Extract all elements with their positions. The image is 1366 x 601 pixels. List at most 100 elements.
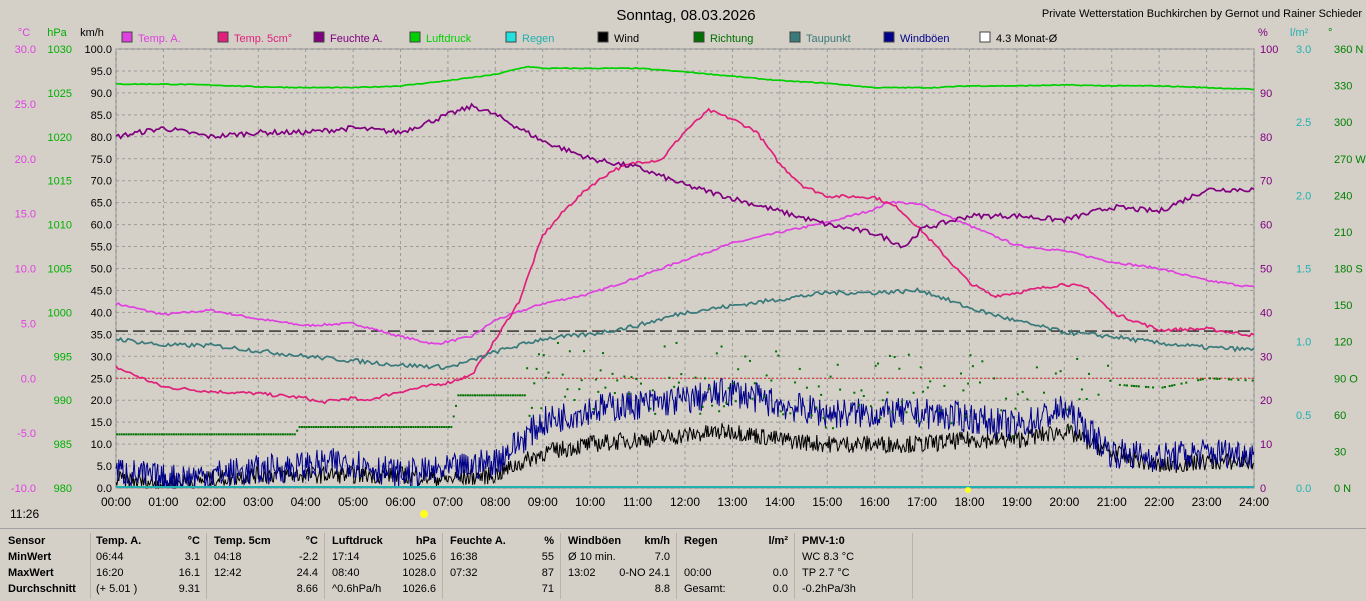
- richtung-point: [547, 371, 550, 374]
- stats-row: 07:32 87: [444, 565, 560, 581]
- richtung-point: [400, 426, 403, 429]
- richtung-point: [457, 394, 460, 397]
- richtung-point: [187, 433, 190, 436]
- series-line: [115, 107, 1255, 405]
- richtung-point: [969, 354, 972, 357]
- humidity-unit-label: %: [1258, 27, 1268, 39]
- richtung-point: [1163, 386, 1166, 389]
- richtung-point: [348, 426, 351, 429]
- richtung-point: [853, 391, 856, 394]
- stats-header-unit: °C: [187, 535, 200, 547]
- humidity-tick-label: 60: [1260, 220, 1272, 232]
- richtung-point: [1244, 379, 1247, 382]
- richtung-point: [675, 341, 678, 344]
- series-windb-en: [115, 378, 1255, 489]
- richtung-point: [409, 426, 412, 429]
- richtung-point: [315, 426, 318, 429]
- richtung-point: [127, 433, 130, 436]
- richtung-point: [967, 382, 970, 385]
- pressure-tick-label: 1010: [48, 220, 72, 232]
- richtung-point: [831, 427, 834, 430]
- stats-row: 00:00 0.0: [678, 565, 794, 581]
- richtung-point: [421, 426, 424, 429]
- legend-swatch: [409, 31, 421, 43]
- richtung-point: [1208, 377, 1211, 380]
- stats-time: MaxWert: [8, 567, 54, 579]
- temp-tick-label: 25.0: [15, 99, 36, 111]
- richtung-point: [196, 433, 199, 436]
- richtung-point: [616, 379, 619, 382]
- stats-time: 07:32: [450, 567, 478, 579]
- humidity-tick-label: 30: [1260, 351, 1272, 363]
- richtung-point: [824, 426, 827, 429]
- sunrise-icon: [420, 510, 428, 518]
- x-tick-label: 21:00: [1097, 495, 1127, 509]
- richtung-point: [229, 433, 232, 436]
- stats-row: 08:40 1028.0: [326, 565, 442, 581]
- richtung-point: [1012, 435, 1015, 438]
- x-tick-label: 01:00: [148, 495, 178, 509]
- richtung-point: [1076, 357, 1079, 360]
- richtung-point: [718, 410, 721, 413]
- legend-swatch: [217, 31, 229, 43]
- richtung-point: [450, 426, 453, 429]
- legend-swatch: [121, 31, 133, 43]
- richtung-point: [805, 386, 808, 389]
- richtung-point: [443, 426, 446, 429]
- richtung-point: [649, 407, 652, 410]
- direction-tick-label: 150: [1334, 300, 1352, 312]
- stats-header: Regen l/m²: [678, 533, 794, 549]
- stats-row: MinWert: [4, 549, 90, 565]
- richtung-point: [383, 426, 386, 429]
- temp-tick-label: -10.0: [11, 483, 36, 495]
- direction-tick-label: 270 W: [1334, 154, 1366, 166]
- stats-row: 06:44 3.1: [90, 549, 206, 565]
- rain-unit-label: l/m²: [1290, 27, 1309, 39]
- stats-row: 71: [444, 581, 560, 597]
- series-temp-a-: [115, 200, 1255, 345]
- legend-label: 4.3 Monat-Ø: [996, 33, 1058, 45]
- stats-time: Gesamt:: [684, 583, 726, 595]
- richtung-point: [286, 433, 289, 436]
- legend-label: Feuchte A.: [330, 33, 383, 45]
- legend-label: Luftdruck: [426, 33, 472, 45]
- richtung-point: [815, 406, 818, 409]
- pressure-tick-label: 995: [54, 351, 72, 363]
- richtung-point: [253, 433, 256, 436]
- stats-row: [678, 549, 794, 565]
- richtung-point: [265, 433, 268, 436]
- richtung-point: [355, 426, 358, 429]
- richtung-point: [1021, 390, 1024, 393]
- rain-tick-label: 0.0: [1296, 483, 1311, 495]
- stats-row: 8.8: [562, 581, 676, 597]
- station-credit: Private Wetterstation Buchkirchen by Ger…: [1042, 8, 1363, 20]
- stats-time: 12:42: [214, 567, 242, 579]
- speed-tick-label: 30.0: [91, 351, 112, 363]
- richtung-point: [488, 394, 491, 397]
- richtung-point: [1147, 386, 1150, 389]
- speed-tick-label: 70.0: [91, 176, 112, 188]
- richtung-point: [694, 376, 697, 379]
- x-tick-label: 00:00: [101, 495, 131, 509]
- x-tick-label: 15:00: [812, 495, 842, 509]
- richtung-point: [163, 433, 166, 436]
- richtung-point: [364, 426, 367, 429]
- stats-column: Regen l/m² 00:00 0.0 Gesamt: 0.0: [678, 533, 795, 599]
- richtung-point: [538, 353, 541, 356]
- richtung-point: [722, 405, 725, 408]
- richtung-point: [869, 405, 872, 408]
- richtung-point: [428, 426, 431, 429]
- legend-swatch: [505, 31, 517, 43]
- richtung-point: [597, 390, 600, 393]
- richtung-point: [836, 363, 839, 366]
- richtung-point: [580, 379, 583, 382]
- richtung-point: [528, 414, 531, 417]
- speed-tick-label: 25.0: [91, 373, 112, 385]
- richtung-point: [469, 394, 472, 397]
- richtung-point: [1213, 377, 1216, 380]
- richtung-point: [912, 391, 915, 394]
- x-tick-label: 14:00: [765, 495, 795, 509]
- stats-header-unit: km/h: [644, 535, 670, 547]
- richtung-point: [1078, 398, 1081, 401]
- richtung-point: [962, 389, 965, 392]
